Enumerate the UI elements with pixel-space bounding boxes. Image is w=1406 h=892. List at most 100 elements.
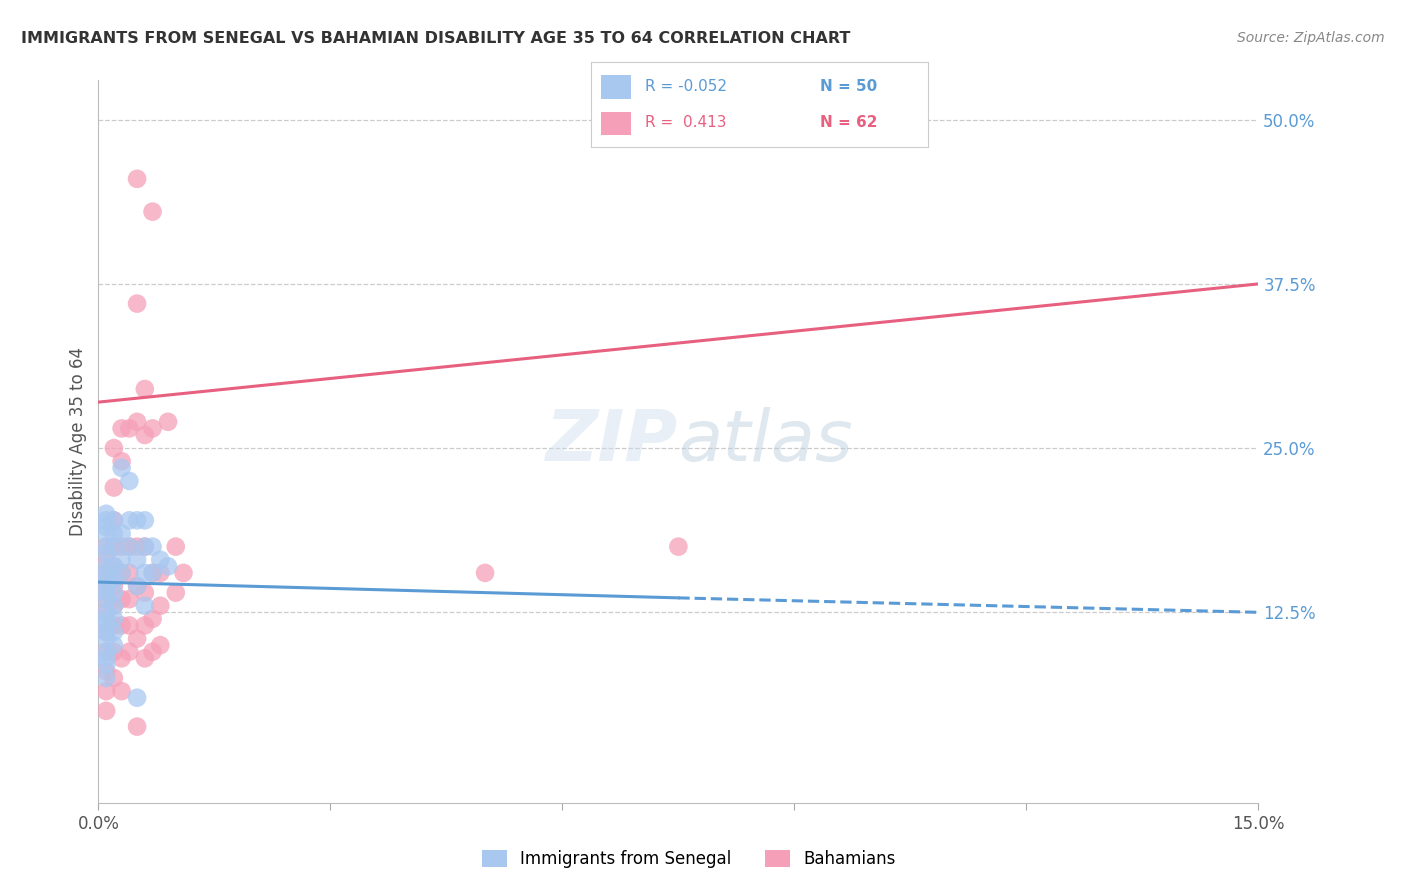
Point: [103, 638, 125, 652]
Point: [127, 415, 149, 429]
Point: [134, 382, 156, 396]
Point: [149, 638, 172, 652]
Point: [118, 421, 141, 435]
Point: [118, 618, 141, 632]
Point: [127, 579, 149, 593]
FancyBboxPatch shape: [600, 75, 631, 99]
Point: [127, 720, 149, 734]
Point: [103, 559, 125, 574]
Point: [96, 625, 118, 640]
Point: [103, 573, 125, 587]
Point: [111, 421, 132, 435]
Point: [96, 605, 118, 619]
Point: [96, 579, 118, 593]
Point: [96, 507, 118, 521]
Point: [96, 657, 118, 672]
Point: [127, 579, 149, 593]
Point: [111, 540, 132, 554]
Point: [141, 421, 165, 435]
Point: [103, 513, 125, 527]
Point: [96, 566, 118, 580]
Point: [111, 566, 132, 580]
Point: [134, 599, 156, 613]
Point: [111, 526, 132, 541]
Point: [127, 513, 149, 527]
FancyBboxPatch shape: [600, 112, 631, 136]
Point: [157, 415, 180, 429]
Point: [118, 540, 141, 554]
Point: [134, 651, 156, 665]
Point: [103, 481, 125, 495]
Point: [96, 540, 118, 554]
Text: N = 62: N = 62: [820, 115, 877, 130]
Point: [165, 540, 187, 554]
Point: [103, 618, 125, 632]
Point: [103, 513, 125, 527]
Point: [127, 690, 149, 705]
Point: [134, 618, 156, 632]
Point: [474, 566, 496, 580]
Point: [96, 632, 118, 646]
Point: [118, 566, 141, 580]
Text: Source: ZipAtlas.com: Source: ZipAtlas.com: [1237, 31, 1385, 45]
Point: [141, 612, 165, 626]
Point: [96, 645, 118, 659]
Point: [118, 474, 141, 488]
Point: [96, 605, 118, 619]
Point: [96, 651, 118, 665]
Point: [127, 540, 149, 554]
Point: [96, 546, 118, 560]
Point: [103, 599, 125, 613]
Point: [134, 566, 156, 580]
Point: [96, 579, 118, 593]
Text: atlas: atlas: [678, 407, 853, 476]
Point: [157, 559, 180, 574]
Point: [127, 553, 149, 567]
Point: [134, 540, 156, 554]
Point: [103, 540, 125, 554]
Point: [103, 441, 125, 455]
Point: [141, 645, 165, 659]
Point: [96, 625, 118, 640]
Point: [127, 632, 149, 646]
Point: [111, 460, 132, 475]
Point: [96, 559, 118, 574]
Point: [96, 704, 118, 718]
Point: [103, 585, 125, 599]
Point: [666, 540, 689, 554]
Point: [96, 645, 118, 659]
Text: IMMIGRANTS FROM SENEGAL VS BAHAMIAN DISABILITY AGE 35 TO 64 CORRELATION CHART: IMMIGRANTS FROM SENEGAL VS BAHAMIAN DISA…: [21, 31, 851, 46]
Point: [172, 566, 194, 580]
Point: [111, 651, 132, 665]
Point: [96, 665, 118, 679]
Point: [96, 513, 118, 527]
Point: [103, 625, 125, 640]
Point: [111, 553, 132, 567]
Point: [118, 540, 141, 554]
Point: [141, 566, 165, 580]
Point: [111, 684, 132, 698]
Point: [96, 553, 118, 567]
Point: [134, 428, 156, 442]
Point: [96, 684, 118, 698]
Point: [103, 579, 125, 593]
Point: [103, 599, 125, 613]
Point: [103, 645, 125, 659]
Point: [118, 513, 141, 527]
Point: [111, 592, 132, 607]
Y-axis label: Disability Age 35 to 64: Disability Age 35 to 64: [69, 347, 87, 536]
Point: [127, 171, 149, 186]
Point: [118, 592, 141, 607]
Point: [149, 599, 172, 613]
Point: [103, 559, 125, 574]
Point: [96, 618, 118, 632]
Point: [103, 526, 125, 541]
Text: R = -0.052: R = -0.052: [644, 78, 727, 94]
Point: [103, 671, 125, 685]
Point: [149, 566, 172, 580]
Point: [96, 671, 118, 685]
Point: [111, 618, 132, 632]
Point: [141, 566, 165, 580]
Point: [127, 296, 149, 310]
Point: [149, 553, 172, 567]
